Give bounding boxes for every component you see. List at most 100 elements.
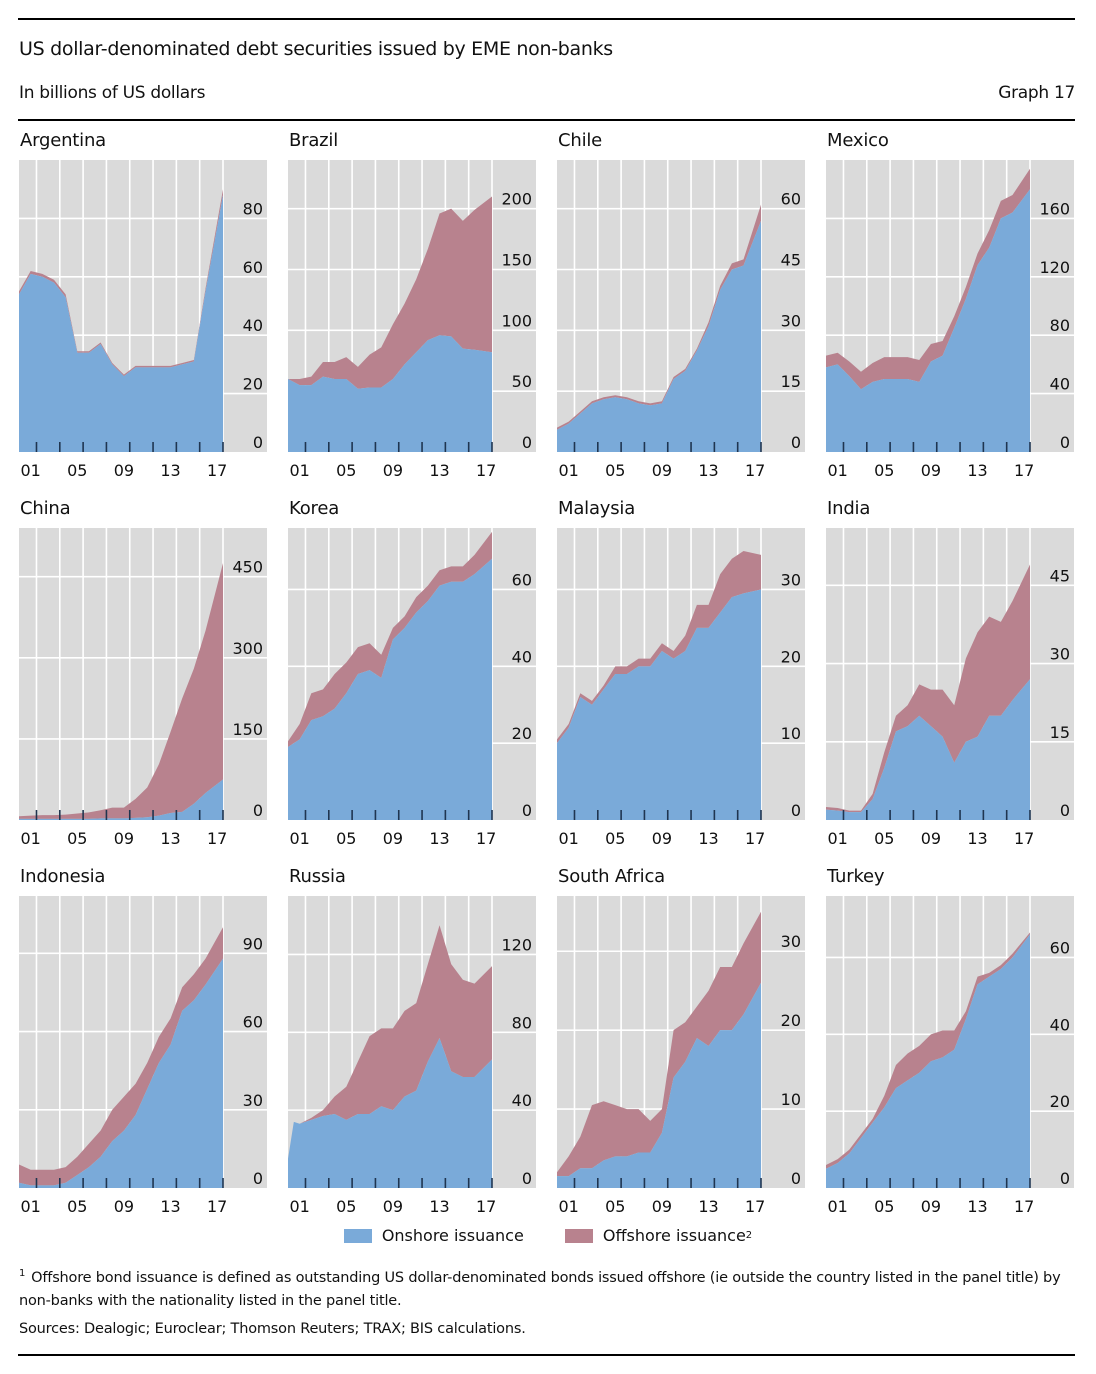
y-tick-label: 120 [1039,258,1070,277]
y-tick-label: 0 [791,433,801,452]
x-tick-label: 05 [874,1197,894,1216]
graph-number: Graph 17 [998,83,1075,103]
y-tick-label: 150 [232,720,263,739]
sources-note: Sources: Dealogic; Euroclear; Thomson Re… [19,1321,526,1337]
y-tick-label: 0 [253,433,263,452]
x-tick-label: 17 [476,1197,496,1216]
panel-chart: 01 05 09 13 17 0 150 300 450 [19,528,267,848]
series-area-onshore [288,1038,492,1188]
x-tick-label: 13 [429,829,449,848]
x-tick-label: 17 [745,1197,765,1216]
panel-title: Turkey [827,866,885,887]
y-tick-label: 60 [512,570,532,589]
x-tick-label: 05 [874,461,894,480]
bottom-rule [18,1354,1075,1356]
y-tick-label: 0 [522,1169,532,1188]
y-tick-label: 450 [232,558,263,577]
series-area-offshore [288,196,492,389]
y-tick-label: 0 [1060,433,1070,452]
x-tick-label: 13 [967,1197,987,1216]
x-tick-label: 13 [698,829,718,848]
y-tick-label: 120 [501,935,532,954]
panel-chart: 01 05 09 13 17 0 20 40 60 [288,528,536,848]
x-tick-label: 05 [874,829,894,848]
panel-title: Malaysia [558,498,636,519]
x-tick-label: 13 [160,461,180,480]
x-tick-label: 13 [967,829,987,848]
y-tick-label: 40 [512,1091,532,1110]
x-tick-label: 13 [429,1197,449,1216]
chart-subtitle: In billions of US dollars [19,83,206,103]
panel-argentina: Argentina 01 05 09 13 17 0 20 40 60 80 [19,130,287,480]
x-tick-label: 01 [827,829,847,848]
y-tick-label: 15 [781,372,801,391]
panel-chile: Chile 01 05 09 13 17 0 15 30 45 60 [557,130,825,480]
y-tick-label: 40 [243,316,263,335]
x-tick-label: 13 [160,829,180,848]
x-tick-label: 01 [558,461,578,480]
y-tick-label: 20 [243,375,263,394]
x-tick-label: 01 [20,1197,40,1216]
y-tick-label: 50 [512,372,532,391]
series-area-offshore [826,932,1030,1169]
legend-label-onshore: Onshore issuance [381,1226,524,1245]
x-tick-label: 05 [67,1197,87,1216]
x-tick-label: 09 [652,1197,672,1216]
panel-title: Chile [558,130,603,151]
x-tick-label: 09 [383,829,403,848]
plot-background [19,528,267,820]
x-tick-label: 09 [921,461,941,480]
legend-item-onshore: Onshore issuance [343,1226,524,1245]
y-tick-label: 30 [243,1091,263,1110]
panel-chart: 01 05 09 13 17 0 10 20 30 [557,896,805,1216]
x-tick-label: 17 [745,461,765,480]
panel-chart: 01 05 09 13 17 0 15 30 45 60 [557,160,805,480]
y-tick-label: 30 [1050,645,1070,664]
legend-swatch-offshore [564,1228,593,1243]
x-tick-label: 05 [336,1197,356,1216]
panel-malaysia: Malaysia 01 05 09 13 17 0 10 20 30 [557,498,825,848]
x-tick-label: 13 [698,461,718,480]
y-tick-label: 0 [1060,1169,1070,1188]
y-tick-label: 0 [522,801,532,820]
x-tick-label: 09 [652,461,672,480]
panel-chart: 01 05 09 13 17 0 30 60 90 [19,896,267,1216]
y-tick-label: 20 [512,724,532,743]
x-tick-label: 09 [921,1197,941,1216]
series-area-onshore [288,335,492,452]
x-tick-label: 17 [207,461,227,480]
y-tick-label: 10 [781,1090,801,1109]
y-tick-label: 15 [1050,723,1070,742]
panel-title: Brazil [289,130,339,151]
panel-india: India 01 05 09 13 17 0 15 30 45 [826,498,1094,848]
y-tick-label: 45 [1050,566,1070,585]
panel-china: China 01 05 09 13 17 0 150 300 450 [19,498,287,848]
panel-chart: 01 05 09 13 17 0 40 80 120 [288,896,536,1216]
series-area-onshore [826,189,1030,452]
x-tick-label: 05 [605,461,625,480]
y-tick-label: 30 [781,570,801,589]
y-tick-label: 90 [243,934,263,953]
y-tick-label: 200 [501,190,532,209]
panel-title: Argentina [20,130,107,151]
panel-chart: 01 05 09 13 17 0 15 30 45 [826,528,1074,848]
y-tick-label: 30 [781,311,801,330]
panel-chart: 01 05 09 13 17 0 20 40 60 [826,896,1074,1216]
panel-title: Korea [289,498,340,519]
y-tick-label: 80 [1050,316,1070,335]
x-tick-label: 01 [827,461,847,480]
header-rule [18,119,1075,121]
x-tick-label: 13 [160,1197,180,1216]
y-tick-label: 60 [243,258,263,277]
series-area-offshore [557,911,761,1177]
series-area-onshore [288,558,492,820]
x-tick-label: 01 [289,829,309,848]
x-tick-label: 09 [652,829,672,848]
panel-chart: 01 05 09 13 17 0 40 80 120 160 [826,160,1074,480]
y-tick-label: 100 [501,311,532,330]
x-tick-label: 17 [745,829,765,848]
y-tick-label: 0 [1060,801,1070,820]
x-tick-label: 17 [1014,1197,1034,1216]
series-area-offshore [826,168,1030,390]
legend-item-offshore: Offshore issuance 2 [564,1226,752,1245]
